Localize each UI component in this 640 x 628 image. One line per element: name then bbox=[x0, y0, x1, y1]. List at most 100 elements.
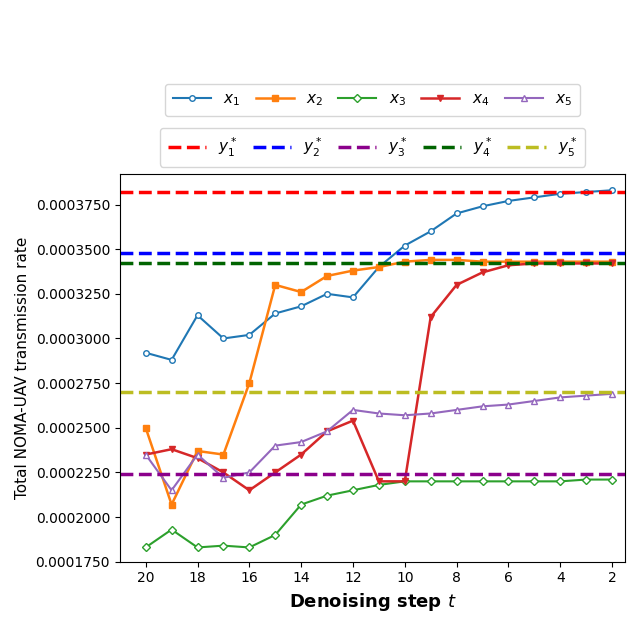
$x_1$ bbox=[452, 210, 460, 217]
$x_3$ bbox=[375, 481, 383, 489]
$x_5$ bbox=[375, 409, 383, 417]
$x_4$ bbox=[531, 260, 538, 268]
$y_4^*$ bbox=[634, 260, 640, 268]
$y_3^*$ bbox=[634, 470, 640, 478]
Legend: $y_1^*$, $y_2^*$, $y_3^*$, $y_4^*$, $y_5^*$: $y_1^*$, $y_2^*$, $y_3^*$, $y_4^*$, $y_5… bbox=[160, 128, 585, 166]
Line: $x_2$: $x_2$ bbox=[143, 257, 615, 507]
$x_4$ bbox=[220, 468, 227, 476]
$x_1$ bbox=[220, 335, 227, 342]
$x_3$ bbox=[504, 477, 512, 485]
$x_3$ bbox=[401, 477, 408, 485]
$x_3$ bbox=[556, 477, 564, 485]
$x_3$ bbox=[298, 501, 305, 508]
$x_1$ bbox=[142, 349, 150, 357]
$x_4$ bbox=[504, 261, 512, 269]
Line: $x_4$: $x_4$ bbox=[143, 261, 615, 493]
$x_5$ bbox=[582, 392, 590, 399]
$x_4$ bbox=[323, 428, 331, 435]
$x_5$ bbox=[479, 403, 486, 410]
$x_2$ bbox=[349, 267, 356, 274]
$x_4$ bbox=[556, 260, 564, 268]
$x_1$ bbox=[531, 193, 538, 201]
$x_2$ bbox=[504, 258, 512, 266]
$x_3$ bbox=[220, 542, 227, 550]
$x_1$ bbox=[504, 197, 512, 205]
$x_2$ bbox=[168, 501, 175, 508]
$x_5$ bbox=[298, 438, 305, 446]
$x_5$ bbox=[452, 406, 460, 414]
$x_5$ bbox=[531, 398, 538, 405]
$x_2$ bbox=[556, 258, 564, 266]
$x_4$ bbox=[479, 269, 486, 276]
$x_3$ bbox=[349, 487, 356, 494]
$x_3$ bbox=[582, 476, 590, 484]
$y_2^*$ bbox=[634, 249, 640, 256]
$x_1$ bbox=[582, 188, 590, 196]
$x_2$ bbox=[142, 424, 150, 431]
$x_1$ bbox=[427, 227, 435, 235]
$x_2$ bbox=[427, 256, 435, 264]
$x_3$ bbox=[194, 544, 202, 551]
$y_1^*$ bbox=[634, 188, 640, 196]
$x_2$ bbox=[220, 451, 227, 458]
Line: $x_1$: $x_1$ bbox=[143, 187, 615, 363]
$x_4$ bbox=[452, 281, 460, 289]
$x_1$ bbox=[298, 303, 305, 310]
$x_5$ bbox=[194, 451, 202, 458]
$x_3$ bbox=[271, 531, 279, 539]
$x_1$ bbox=[194, 311, 202, 319]
$x_1$ bbox=[271, 310, 279, 317]
$x_2$ bbox=[582, 258, 590, 266]
$x_5$ bbox=[323, 428, 331, 435]
$x_1$ bbox=[479, 203, 486, 210]
$x_1$ bbox=[556, 190, 564, 198]
$x_3$ bbox=[608, 476, 616, 484]
$x_2$ bbox=[298, 288, 305, 296]
$x_5$ bbox=[220, 474, 227, 482]
$x_5$ bbox=[504, 401, 512, 408]
$x_4$ bbox=[349, 417, 356, 425]
$x_5$ bbox=[271, 442, 279, 450]
$x_3$ bbox=[246, 544, 253, 551]
$x_3$ bbox=[142, 544, 150, 551]
$x_3$ bbox=[452, 477, 460, 485]
$x_4$ bbox=[401, 477, 408, 485]
$x_1$ bbox=[323, 290, 331, 298]
$x_3$ bbox=[168, 526, 175, 533]
$x_3$ bbox=[479, 477, 486, 485]
$x_4$ bbox=[246, 487, 253, 494]
$x_1$ bbox=[375, 263, 383, 271]
$x_2$ bbox=[531, 258, 538, 266]
$x_5$ bbox=[556, 394, 564, 401]
$x_5$ bbox=[168, 487, 175, 494]
$x_1$ bbox=[401, 242, 408, 249]
$x_4$ bbox=[298, 451, 305, 458]
$x_3$ bbox=[531, 477, 538, 485]
$x_2$ bbox=[608, 258, 616, 266]
$x_5$ bbox=[427, 409, 435, 417]
$x_4$ bbox=[168, 445, 175, 453]
$x_4$ bbox=[271, 468, 279, 476]
$x_2$ bbox=[375, 263, 383, 271]
$x_4$ bbox=[608, 260, 616, 268]
$x_1$ bbox=[246, 331, 253, 338]
$x_2$ bbox=[401, 258, 408, 266]
$x_5$ bbox=[349, 406, 356, 414]
$x_1$ bbox=[168, 356, 175, 364]
$x_2$ bbox=[452, 256, 460, 264]
$x_1$ bbox=[608, 187, 616, 194]
$x_3$ bbox=[323, 492, 331, 499]
Line: $x_3$: $x_3$ bbox=[143, 477, 615, 550]
$x_1$ bbox=[349, 294, 356, 301]
$x_4$ bbox=[582, 260, 590, 268]
$x_2$ bbox=[271, 281, 279, 289]
$x_4$ bbox=[142, 451, 150, 458]
$x_5$ bbox=[608, 390, 616, 398]
$x_3$ bbox=[427, 477, 435, 485]
$x_4$ bbox=[427, 313, 435, 321]
$y_5^*$ bbox=[634, 388, 640, 396]
$x_5$ bbox=[142, 451, 150, 458]
$x_2$ bbox=[194, 447, 202, 455]
$x_5$ bbox=[246, 468, 253, 476]
Line: $x_5$: $x_5$ bbox=[143, 391, 615, 493]
